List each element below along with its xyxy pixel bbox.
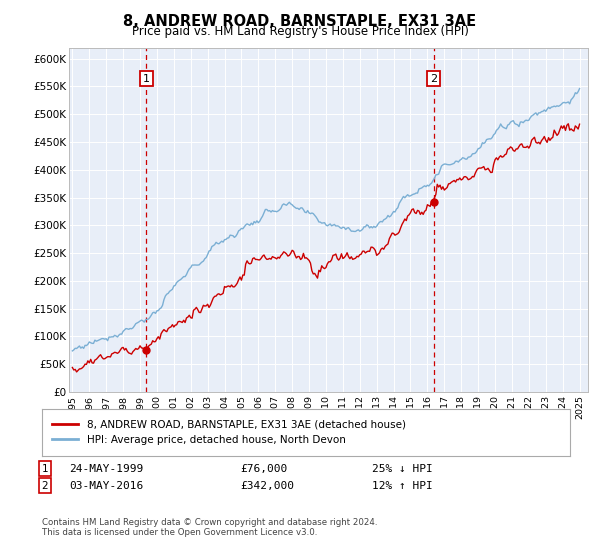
Text: 03-MAY-2016: 03-MAY-2016 bbox=[69, 480, 143, 491]
Text: 24-MAY-1999: 24-MAY-1999 bbox=[69, 464, 143, 474]
Text: 8, ANDREW ROAD, BARNSTAPLE, EX31 3AE: 8, ANDREW ROAD, BARNSTAPLE, EX31 3AE bbox=[124, 14, 476, 29]
Text: 12% ↑ HPI: 12% ↑ HPI bbox=[372, 480, 433, 491]
Text: Price paid vs. HM Land Registry's House Price Index (HPI): Price paid vs. HM Land Registry's House … bbox=[131, 25, 469, 38]
Text: 1: 1 bbox=[41, 464, 49, 474]
Text: 25% ↓ HPI: 25% ↓ HPI bbox=[372, 464, 433, 474]
Text: £342,000: £342,000 bbox=[240, 480, 294, 491]
Text: 2: 2 bbox=[430, 73, 437, 83]
Text: 1: 1 bbox=[143, 73, 150, 83]
Text: £76,000: £76,000 bbox=[240, 464, 287, 474]
Text: Contains HM Land Registry data © Crown copyright and database right 2024.
This d: Contains HM Land Registry data © Crown c… bbox=[42, 518, 377, 538]
Text: 2: 2 bbox=[41, 480, 49, 491]
Legend: 8, ANDREW ROAD, BARNSTAPLE, EX31 3AE (detached house), HPI: Average price, detac: 8, ANDREW ROAD, BARNSTAPLE, EX31 3AE (de… bbox=[47, 414, 411, 451]
